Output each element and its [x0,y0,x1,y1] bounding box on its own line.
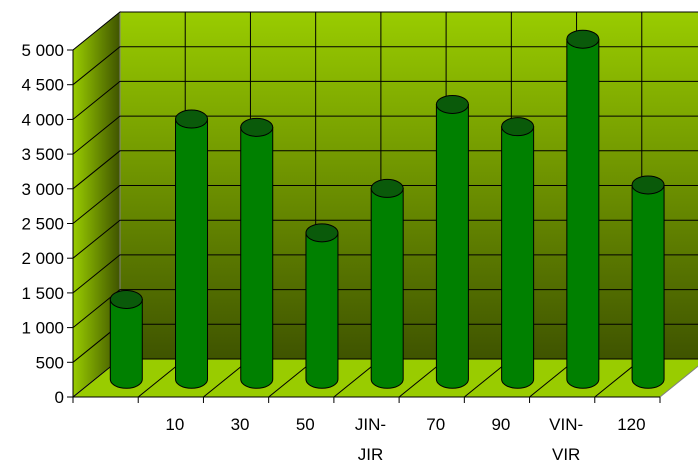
x-tick-label: JIN-JIR [355,415,386,464]
bar [566,29,600,389]
y-tick-label: 1 000 [21,319,64,338]
x-tick-label: 90 [491,415,510,434]
bar-body [175,118,209,389]
bar-top [631,175,665,195]
bar [240,117,274,389]
x-tick-label: 50 [296,415,315,434]
bar [631,175,665,389]
bar-body [240,126,274,389]
x-tick-label: 120 [617,415,645,434]
y-tick-label: 2 500 [21,215,64,234]
bar [435,94,469,389]
bar [109,289,143,389]
y-tick-label: 4 500 [21,76,64,95]
bar-body [566,38,600,389]
y-tick-label: 1 500 [21,284,64,303]
y-tick-label: 0 [55,388,64,407]
bar-top [305,223,339,243]
x-tick-label: 30 [231,415,250,434]
bar [305,223,339,389]
x-tick-label: 70 [426,415,445,434]
bar-body [435,103,469,389]
bars [109,29,665,389]
y-tick-label: 3 000 [21,180,64,199]
bar-top [566,29,600,49]
bar-body [501,126,535,389]
bar-body [631,184,665,389]
bar-body [370,187,404,389]
bar [175,109,209,389]
y-tick-label: 4 000 [21,110,64,129]
bar-body [305,232,339,389]
bar-top [175,109,209,129]
y-tick-label: 5 000 [21,41,64,60]
y-tick-label: 500 [36,353,64,372]
bar [501,117,535,389]
bar-top [501,117,535,137]
bar-top [240,117,274,137]
x-tick-label: 10 [165,415,184,434]
bar-top [435,94,469,114]
bar-body [109,298,143,389]
axes [67,49,661,403]
x-tick-label: VIN-VIR [549,415,583,464]
bar-top [109,289,143,309]
y-tick-label: 2 000 [21,249,64,268]
y-tick-label: 3 500 [21,145,64,164]
tick-labels: 0 500 1 000 1 500 2 000 2 500 3 000 3 500 4 000 4… [21,41,645,464]
bar-top [370,178,404,198]
bar [370,178,404,389]
